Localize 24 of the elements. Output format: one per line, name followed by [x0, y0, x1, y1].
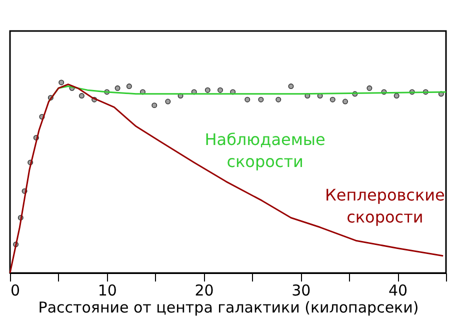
x-tick-label: 10 — [98, 282, 117, 300]
point — [114, 85, 120, 91]
point — [218, 87, 223, 93]
point — [258, 96, 264, 102]
x-tick-label: 20 — [194, 282, 214, 300]
text: Наблюдаемые скорости — [204, 130, 326, 171]
point — [342, 98, 348, 104]
point — [288, 84, 294, 89]
x-tick-label: 40 — [388, 282, 408, 300]
point — [78, 93, 84, 99]
x-axis-title: Расстояние от центра галактики (килопарсеки) — [38, 298, 419, 316]
point — [126, 84, 132, 89]
point — [152, 102, 158, 108]
point — [204, 87, 210, 93]
x-tick-label: 30 — [292, 282, 311, 300]
point — [366, 85, 372, 91]
point — [58, 80, 64, 86]
point — [276, 96, 282, 102]
point — [394, 93, 400, 99]
series-label: Кеплеровские скорости — [325, 186, 445, 227]
x-tick-label: 0 — [10, 282, 20, 300]
point — [244, 96, 250, 102]
point — [330, 96, 336, 102]
point — [165, 98, 171, 104]
